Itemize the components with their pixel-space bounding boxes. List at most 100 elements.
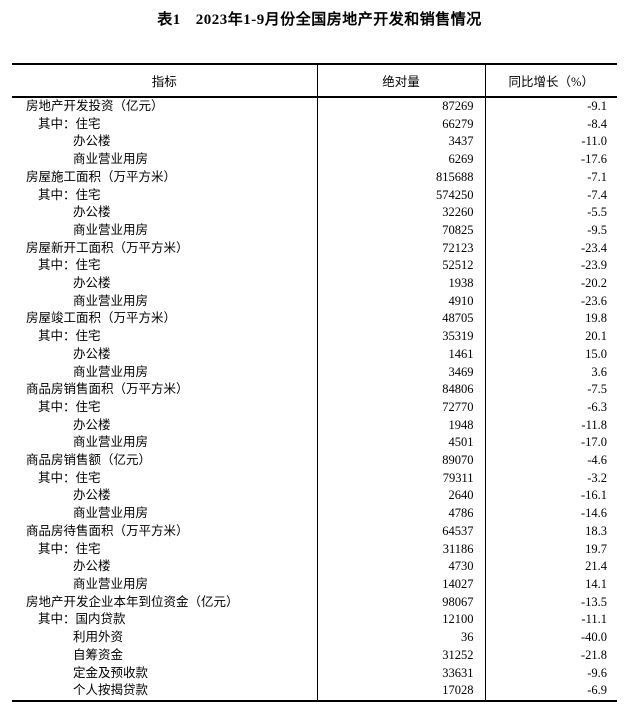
absolute-value-cell: 14027 (317, 575, 486, 594)
absolute-value-cell: 4730 (317, 558, 486, 576)
indicator-cell: 其中：住宅 (12, 469, 318, 488)
growth-value-cell: -13.5 (580, 594, 607, 609)
growth-value-cell: -20.2 (580, 276, 607, 291)
table-row: 商业营业用房 4786 -14.6 (12, 505, 617, 523)
absolute-value-cell: 6269 (317, 151, 486, 169)
table-row: 商业营业用房 3469 3.6 (12, 363, 617, 382)
absolute-value-cell: 4786 (317, 505, 486, 523)
table-row: 办公楼 2640 -16.1 (12, 487, 617, 506)
indicator-cell: 个人按揭贷款 (12, 682, 318, 701)
table-body: 房地产开发投资（亿元） 87269 -9.1 其中：住宅 66279 -8.4 办公楼 343… (12, 97, 617, 701)
absolute-value-cell: 36 (317, 629, 486, 647)
growth-value-cell: -40.0 (580, 630, 607, 645)
indicator-cell: 办公楼 (12, 133, 318, 152)
growth-value-cell: -7.4 (587, 187, 607, 202)
indicator-cell: 其中：国内贷款 (12, 611, 318, 630)
absolute-value-cell: 32260 (317, 204, 486, 222)
absolute-value-cell: 1461 (317, 345, 486, 364)
growth-value-cell: -11.0 (581, 134, 607, 149)
table-row: 商业营业用房 4910 -23.6 (12, 292, 617, 311)
table-row: 商业营业用房 70825 -9.5 (12, 221, 617, 240)
indicator-cell: 办公楼 (12, 345, 318, 364)
indicator-cell: 房屋竣工面积（万平方米） (12, 310, 318, 329)
growth-value-cell: -11.1 (581, 612, 607, 627)
growth-value-cell: 21.4 (585, 559, 607, 574)
table-row: 商品房销售额（亿元） 89070 -4.6 (12, 452, 617, 470)
table-row: 自筹资金 31252 -21.8 (12, 646, 617, 665)
table-row: 其中：住宅 31186 19.7 (12, 540, 617, 559)
table-row: 其中：住宅 79311 -3.2 (12, 469, 617, 488)
growth-value-cell: -6.3 (587, 399, 607, 414)
table-title: 表1 2023年1-9月份全国房地产开发和销售情况 (0, 8, 639, 29)
indicator-cell: 定金及预收款 (12, 664, 318, 683)
indicator-cell: 办公楼 (12, 416, 318, 435)
growth-value-cell: -21.8 (580, 647, 607, 662)
absolute-value-cell: 79311 (317, 469, 486, 488)
growth-value-cell: -3.2 (587, 470, 607, 485)
absolute-value-cell: 87269 (317, 97, 486, 116)
indicator-cell: 其中：住宅 (12, 257, 318, 276)
growth-value-cell: -17.6 (580, 152, 607, 167)
growth-value-cell: -16.1 (580, 488, 607, 503)
absolute-value-cell: 3469 (317, 363, 486, 382)
indicator-cell: 商品房待售面积（万平方米） (12, 522, 318, 541)
indicator-cell: 商业营业用房 (12, 292, 318, 311)
table-row: 个人按揭贷款 17028 -6.9 (12, 682, 617, 701)
indicator-cell: 办公楼 (12, 204, 318, 222)
table-row: 其中：住宅 66279 -8.4 (12, 115, 617, 134)
growth-value-cell: -9.6 (587, 665, 607, 680)
absolute-value-cell: 4910 (317, 292, 486, 311)
table-row: 商品房销售面积（万平方米） 84806 -7.5 (12, 381, 617, 399)
table-title-prefix: 表1 (157, 12, 181, 28)
indicator-cell: 其中：住宅 (12, 328, 318, 346)
table-row: 其中：住宅 72770 -6.3 (12, 398, 617, 417)
growth-value-cell: -7.5 (587, 382, 607, 397)
indicator-cell: 其中：住宅 (12, 186, 318, 205)
indicator-cell: 房屋施工面积（万平方米） (12, 168, 318, 187)
table-row: 办公楼 1938 -20.2 (12, 275, 617, 293)
growth-value-cell: 3.6 (591, 364, 607, 379)
table-row: 其中：国内贷款 12100 -11.1 (12, 611, 617, 630)
absolute-value-cell: 84806 (317, 381, 486, 399)
absolute-value-cell: 33631 (317, 664, 486, 683)
growth-value-cell: -11.8 (581, 417, 607, 432)
table-row: 房屋新开工面积（万平方米） 72123 -23.4 (12, 239, 617, 258)
table-row: 其中：住宅 52512 -23.9 (12, 257, 617, 276)
indicator-cell: 商业营业用房 (12, 434, 318, 453)
table-row: 利用外资 36 -40.0 (12, 629, 617, 647)
absolute-value-cell: 52512 (317, 257, 486, 276)
table-row: 房地产开发投资（亿元） 87269 -9.1 (12, 97, 617, 116)
absolute-value-cell: 64537 (317, 522, 486, 541)
indicator-cell: 商业营业用房 (12, 363, 318, 382)
growth-value-cell: -23.4 (580, 240, 607, 255)
growth-value-cell: -23.6 (580, 293, 607, 308)
absolute-value-cell: 72770 (317, 398, 486, 417)
absolute-value-cell: 1948 (317, 416, 486, 435)
absolute-value-cell: 89070 (317, 452, 486, 470)
absolute-value-cell: 98067 (317, 593, 486, 612)
growth-value-cell: -7.1 (587, 169, 607, 184)
indicator-cell: 办公楼 (12, 487, 318, 506)
table-row: 商业营业用房 14027 14.1 (12, 575, 617, 594)
growth-value-cell: -9.1 (587, 99, 607, 113)
indicator-cell: 房地产开发企业本年到位资金（亿元） (12, 593, 318, 612)
indicator-cell: 办公楼 (12, 558, 318, 576)
indicator-cell: 其中：住宅 (12, 115, 318, 134)
growth-value-cell: -17.0 (580, 435, 607, 450)
growth-value-cell: -4.6 (587, 453, 607, 468)
indicator-cell: 自筹资金 (12, 646, 318, 665)
table-row: 房屋竣工面积（万平方米） 48705 19.8 (12, 310, 617, 329)
table-row: 办公楼 32260 -5.5 (12, 204, 617, 222)
table-row: 办公楼 1948 -11.8 (12, 416, 617, 435)
growth-value-cell: 19.8 (585, 311, 607, 326)
real-estate-stats-table: 指标 绝对量 同比增长（%） 房地产开发投资（亿元） 87269 -9.1 其中：住宅… (12, 63, 617, 702)
absolute-value-cell: 815688 (317, 168, 486, 187)
table-row: 办公楼 3437 -11.0 (12, 133, 617, 152)
growth-value-cell: -8.4 (587, 116, 607, 131)
absolute-value-cell: 72123 (317, 239, 486, 258)
indicator-cell: 商品房销售面积（万平方米） (12, 381, 318, 399)
absolute-value-cell: 574250 (317, 186, 486, 205)
absolute-value-cell: 2640 (317, 487, 486, 506)
absolute-value-cell: 31186 (317, 540, 486, 559)
growth-value-cell: 14.1 (585, 576, 607, 591)
